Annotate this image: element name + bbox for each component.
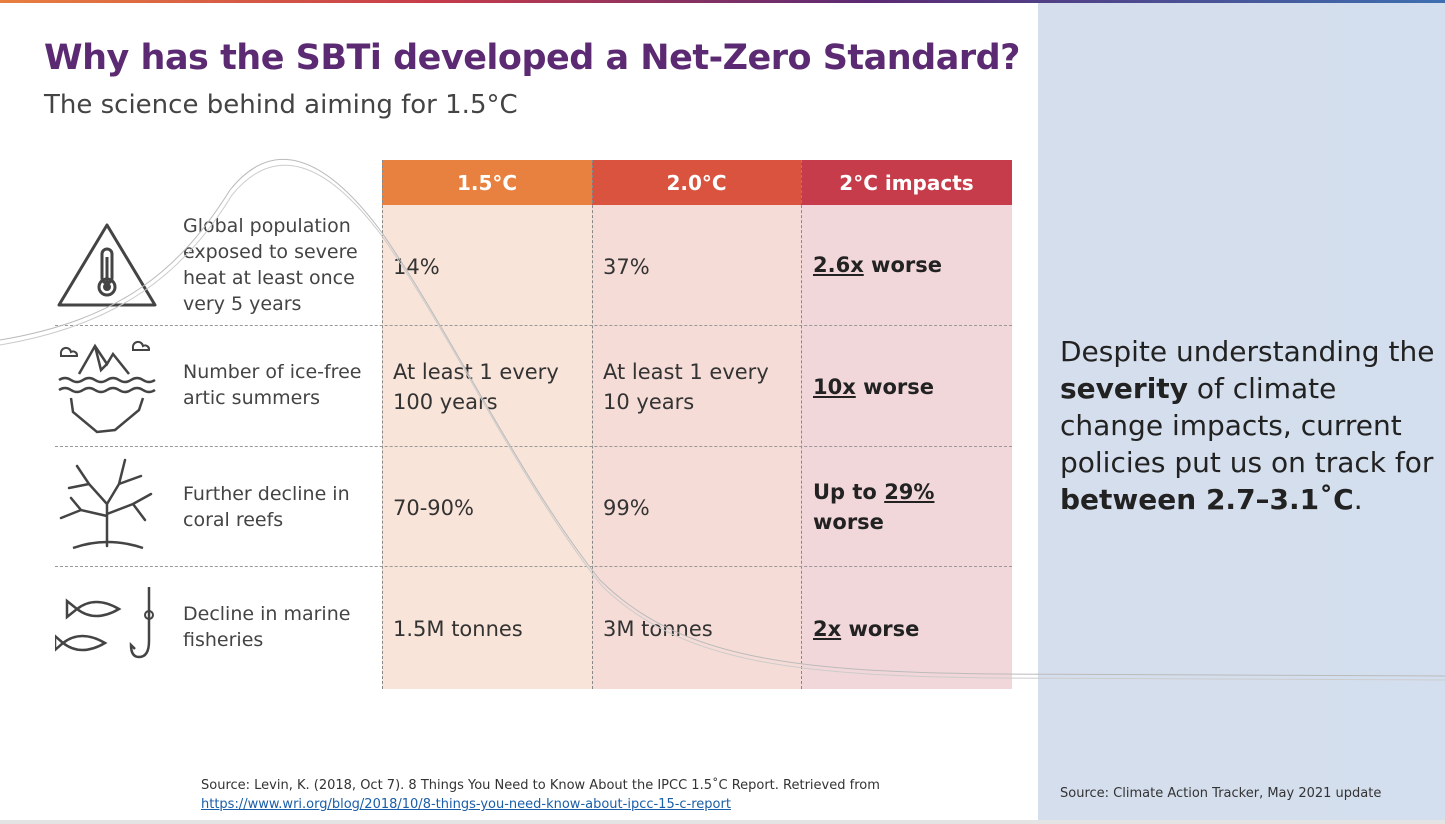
column-header: 1.5°C [382, 160, 592, 205]
row-label: Number of ice-free artic summers [183, 361, 362, 409]
source-text: Source: Levin, K. (2018, Oct 7). 8 Thing… [201, 778, 880, 793]
divider [592, 160, 593, 689]
cell-impact: Up to 29% worse [813, 480, 935, 534]
divider [55, 566, 1012, 567]
divider [382, 160, 383, 689]
row-label: Global population exposed to severe heat… [183, 215, 358, 315]
cell-impact: 2.6x worse [813, 253, 942, 277]
divider [55, 446, 1012, 447]
iceberg-icon [52, 336, 162, 436]
divider [55, 325, 1012, 326]
cell-2-0c: At least 1 every 10 years [603, 360, 769, 414]
cell-1-5c: At least 1 every 100 years [393, 360, 559, 414]
divider [801, 160, 802, 689]
column-impacts: 2°C impacts [801, 160, 1012, 689]
row-label: Further decline in coral reefs [183, 483, 350, 531]
side-note: Despite understanding the severity of cl… [1060, 335, 1435, 516]
top-accent-bar [0, 0, 1445, 3]
page-subtitle: The science behind aiming for 1.5°C [44, 90, 518, 120]
coral-reef-icon [52, 452, 162, 556]
bottom-bar [0, 820, 1445, 824]
cell-1-5c: 14% [393, 255, 440, 279]
heat-warning-thermometer-icon [52, 215, 162, 315]
column-2-0c: 2.0°C [592, 160, 801, 689]
column-header: 2.0°C [592, 160, 801, 205]
row-label: Decline in marine fisheries [183, 603, 351, 651]
cell-2-0c: 3M tonnes [603, 617, 713, 641]
column-1-5c: 1.5°C [382, 160, 592, 689]
cell-2-0c: 37% [603, 255, 650, 279]
page-title: Why has the SBTi developed a Net-Zero St… [44, 38, 1020, 78]
cell-1-5c: 1.5M tonnes [393, 617, 523, 641]
source-citation: Source: Levin, K. (2018, Oct 7). 8 Thing… [201, 776, 880, 814]
source-climate-action-tracker: Source: Climate Action Tracker, May 2021… [1060, 786, 1382, 801]
cell-1-5c: 70-90% [393, 496, 474, 520]
cell-2-0c: 99% [603, 496, 650, 520]
fish-hook-icon [52, 580, 162, 670]
column-header: 2°C impacts [801, 160, 1012, 205]
source-link[interactable]: https://www.wri.org/blog/2018/10/8-thing… [201, 797, 731, 812]
cell-impact: 10x worse [813, 375, 935, 399]
cell-impact: 2x worse [813, 617, 920, 641]
